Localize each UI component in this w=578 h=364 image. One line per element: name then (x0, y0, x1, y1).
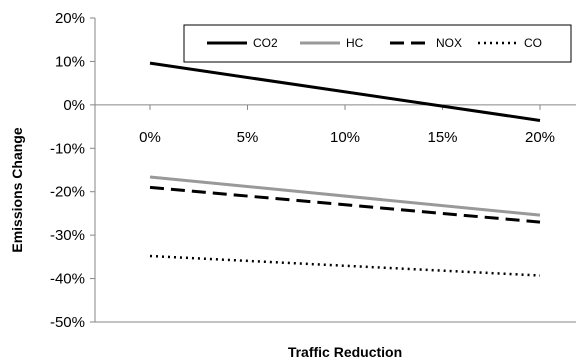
y-axis-title: Emissions Change (9, 127, 25, 252)
legend-box (183, 24, 572, 63)
y-tick-label: -30% (50, 227, 85, 244)
x-tick-label: 20% (525, 129, 555, 146)
y-tick-label: -50% (50, 314, 85, 331)
series-line-hc (149, 175, 541, 217)
y-tick-label: 10% (55, 53, 85, 70)
y-tick-label: 20% (55, 10, 85, 27)
series-line-co (149, 254, 541, 277)
legend-label-co2: CO2 (253, 36, 278, 50)
y-tick-label: -10% (50, 140, 85, 157)
y-tick-label: 0% (63, 97, 85, 114)
legend-label-co: CO (524, 36, 542, 50)
series-line-nox (149, 185, 541, 224)
legend-label-nox: NOX (436, 36, 462, 50)
legend-label-hc: HC (346, 36, 364, 50)
x-tick-label: 10% (330, 129, 360, 146)
x-axis-title: Traffic Reduction (288, 344, 402, 360)
x-tick-label: 0% (139, 129, 161, 146)
y-tick-label: -20% (50, 184, 85, 201)
series-line-co2 (149, 61, 541, 122)
x-tick-label: 15% (427, 129, 457, 146)
x-tick-label: 5% (237, 129, 259, 146)
y-tick-label: -40% (50, 271, 85, 288)
